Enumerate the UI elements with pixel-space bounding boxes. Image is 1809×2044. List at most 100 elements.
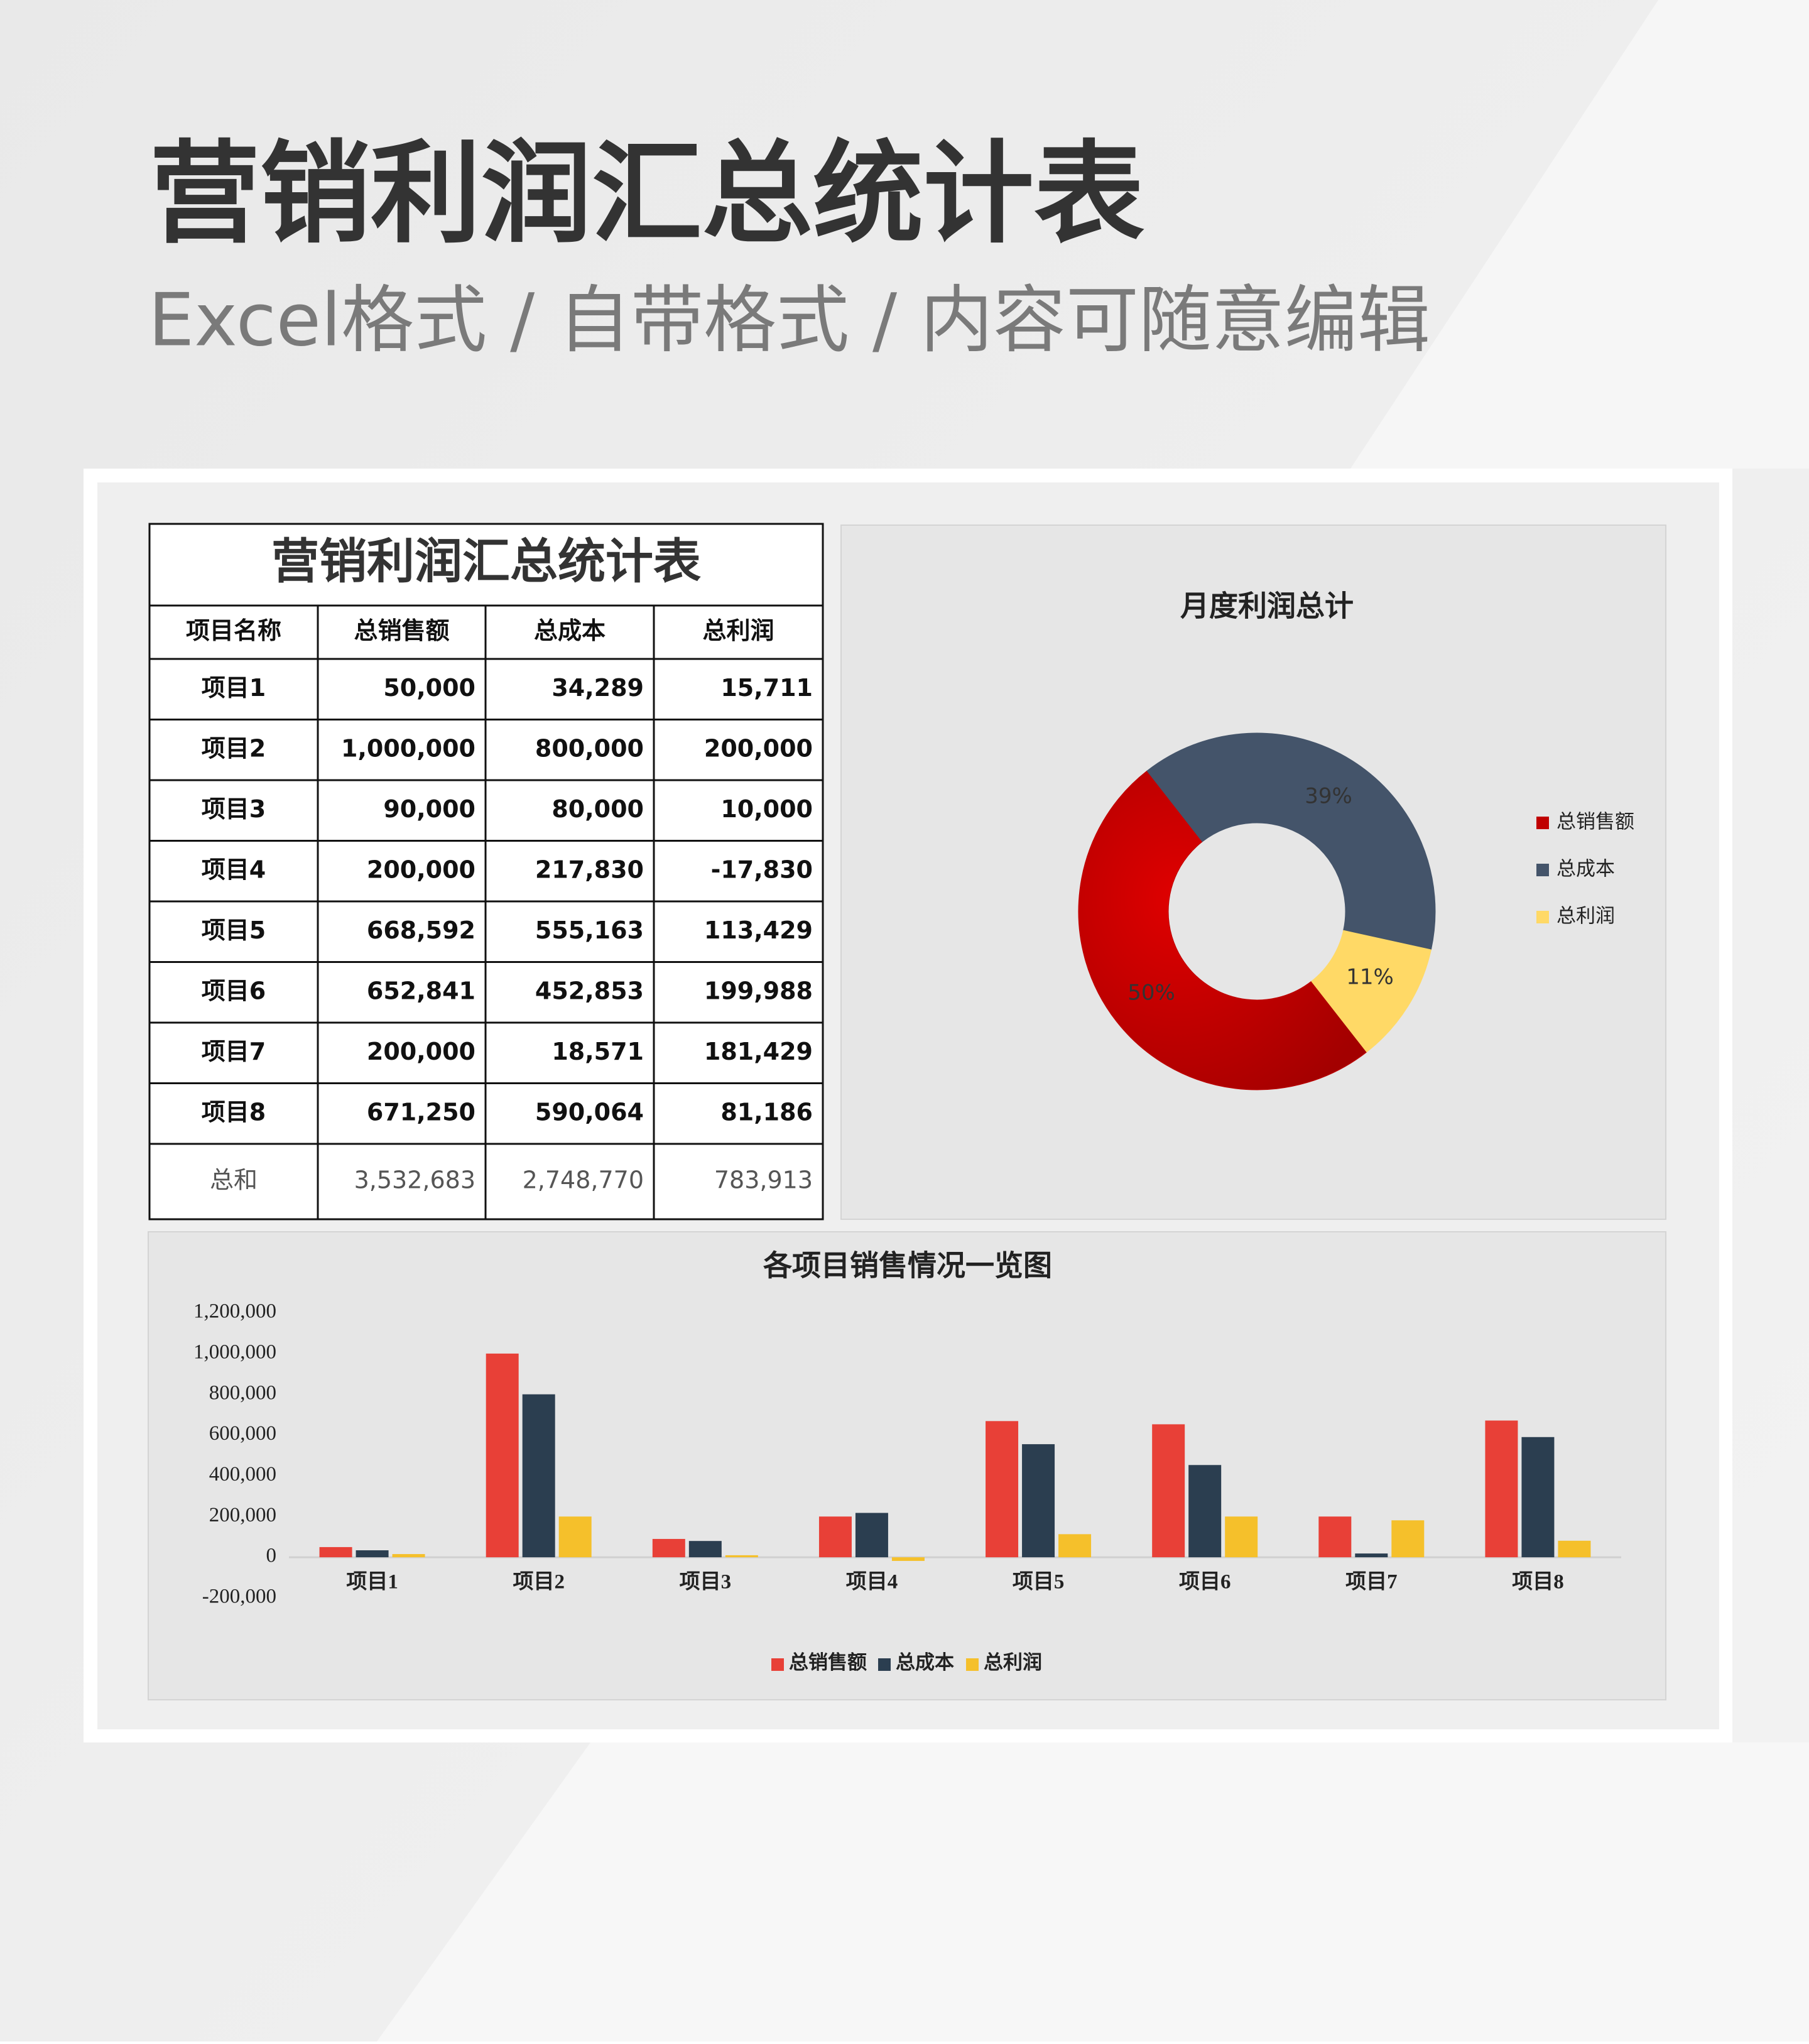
table-cell: 668,592 [367, 916, 475, 944]
bar [1318, 1516, 1352, 1558]
column-header: 总利润 [702, 617, 774, 644]
legend-label: 总成本 [1556, 858, 1615, 881]
y-tick-label: 1,200,000 [193, 1300, 276, 1323]
legend-label: 总成本 [896, 1651, 954, 1673]
y-tick-label: 1,000,000 [193, 1340, 276, 1363]
table-cell: 50,000 [383, 674, 475, 702]
y-tick-label: 400,000 [209, 1463, 276, 1486]
bar [986, 1421, 1019, 1558]
donut-slice [1078, 770, 1367, 1090]
bar [1058, 1534, 1092, 1558]
legend-swatch [771, 1658, 784, 1671]
table-cell: 113,429 [704, 916, 813, 944]
table-cell: 671,250 [367, 1098, 475, 1126]
legend-label: 总销售额 [1556, 811, 1634, 834]
page-title: 营销利润汇总统计表 [149, 129, 1144, 258]
legend-swatch [878, 1658, 891, 1671]
table-cell: 200,000 [367, 856, 475, 883]
y-tick-label: 0 [266, 1545, 277, 1567]
bar [1225, 1516, 1258, 1558]
column-header: 总成本 [534, 617, 606, 644]
x-tick-label: 项目6 [1179, 1571, 1231, 1594]
table-cell: 783,913 [714, 1166, 813, 1194]
x-tick-label: 项目2 [513, 1571, 565, 1594]
bar [522, 1394, 555, 1558]
table-cell: 217,830 [535, 856, 644, 883]
table-cell: 项目3 [202, 795, 266, 823]
table-cell: 3,532,683 [354, 1166, 475, 1194]
table-cell: 452,853 [535, 977, 644, 1004]
y-tick-label: -200,000 [202, 1585, 276, 1608]
table-cell: 81,186 [720, 1098, 813, 1126]
table-cell: 项目7 [202, 1038, 266, 1065]
table-cell: 90,000 [383, 795, 475, 823]
column-header: 总销售额 [354, 617, 449, 644]
table-cell: -17,830 [711, 856, 813, 883]
x-tick-label: 项目1 [346, 1571, 398, 1594]
bar [356, 1550, 389, 1558]
table-cell: 34,289 [551, 674, 644, 702]
x-tick-label: 项目5 [1013, 1571, 1065, 1594]
table-cell: 652,841 [367, 977, 475, 1004]
legend-swatch [966, 1658, 979, 1671]
table-cell: 项目2 [202, 734, 266, 762]
x-tick-label: 项目3 [680, 1571, 732, 1594]
bar [1485, 1420, 1518, 1558]
bar [688, 1541, 722, 1558]
table-cell: 200,000 [704, 734, 813, 762]
data-label: 50% [1127, 981, 1175, 1006]
chart-title: 各项目销售情况一览图 [763, 1250, 1052, 1282]
bar [725, 1555, 758, 1558]
donut-slice [1311, 930, 1431, 1053]
x-tick-label: 项目8 [1512, 1571, 1564, 1594]
table-cell: 18,571 [551, 1038, 644, 1065]
table-cell: 总和 [210, 1166, 258, 1194]
table-cell: 项目8 [202, 1098, 266, 1126]
bar [319, 1547, 352, 1558]
table-cell: 项目5 [202, 916, 266, 944]
legend-label: 总利润 [1556, 905, 1615, 928]
donut-slice [1146, 732, 1436, 950]
legend-label: 总销售额 [789, 1651, 867, 1673]
y-tick-label: 600,000 [209, 1422, 276, 1445]
bar [486, 1353, 519, 1558]
data-label: 11% [1346, 965, 1394, 990]
x-tick-label: 项目4 [846, 1571, 898, 1594]
table-cell: 2,748,770 [523, 1166, 644, 1194]
table-cell: 200,000 [367, 1038, 475, 1065]
table-cell: 1,000,000 [341, 734, 475, 762]
bar [1355, 1553, 1388, 1558]
x-tick-label: 项目7 [1345, 1571, 1398, 1594]
table-cell: 80,000 [551, 795, 644, 823]
table-cell: 10,000 [720, 795, 813, 823]
bar [1521, 1437, 1555, 1558]
bar [818, 1516, 852, 1558]
table-cell: 15,711 [720, 674, 813, 702]
y-tick-label: 200,000 [209, 1504, 276, 1526]
bar [855, 1513, 888, 1558]
bar [891, 1557, 925, 1561]
bar-panel [148, 1231, 1666, 1700]
legend-swatch [1536, 864, 1549, 876]
table-cell: 800,000 [535, 734, 644, 762]
table-title: 营销利润汇总统计表 [271, 533, 701, 589]
page-subtitle: Excel格式 / 自带格式 / 内容可随意编辑 [148, 278, 1430, 363]
bar [1558, 1540, 1591, 1558]
table-cell: 项目6 [202, 977, 266, 1004]
table-cell: 项目1 [202, 674, 266, 702]
bar [1152, 1424, 1185, 1558]
legend-label: 总利润 [984, 1651, 1042, 1673]
legend-swatch [1536, 817, 1549, 829]
bar [1188, 1465, 1222, 1558]
legend-swatch [1536, 911, 1549, 923]
data-label: 39% [1305, 784, 1352, 809]
table-cell: 590,064 [535, 1098, 644, 1126]
decor [1350, 0, 1809, 469]
chart-title: 月度利润总计 [1180, 589, 1354, 623]
bar [392, 1554, 425, 1558]
table-cell: 项目4 [202, 856, 266, 883]
bar [1391, 1520, 1425, 1558]
table-cell: 181,429 [704, 1038, 813, 1065]
